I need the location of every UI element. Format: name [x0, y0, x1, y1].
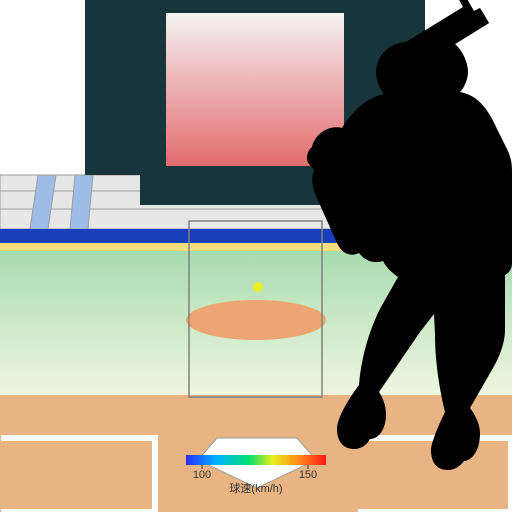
scoreboard-body [85, 0, 140, 175]
pitchers-mound [186, 300, 326, 340]
legend-title: 球速(km/h) [229, 481, 282, 495]
pitches [253, 282, 263, 292]
legend-tick-label: 100 [193, 469, 211, 481]
pitch-marker [253, 282, 263, 292]
speed-legend-bar [186, 455, 326, 465]
legend-tick-label: 150 [299, 469, 317, 481]
pitch-location-visual: 100 150 球速(km/h) [0, 0, 512, 512]
